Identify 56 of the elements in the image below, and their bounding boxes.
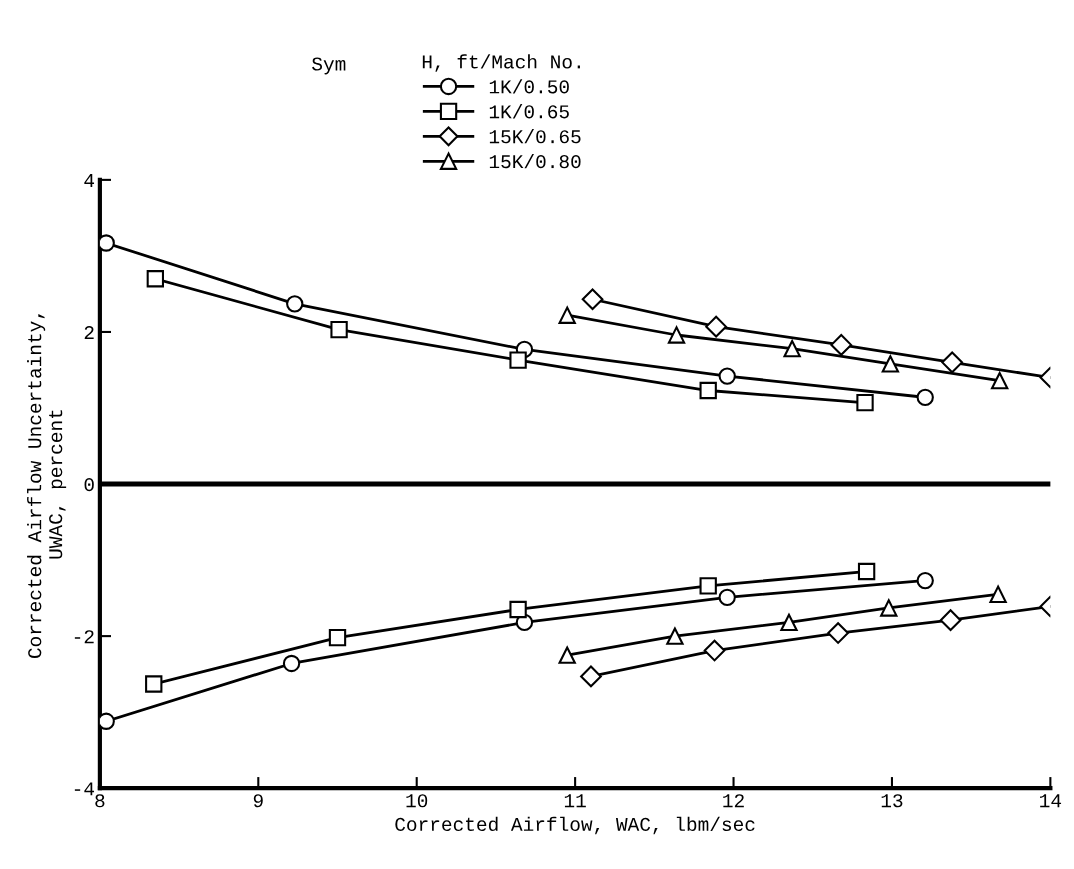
point (703, 639, 726, 662)
point (989, 585, 1007, 603)
point (705, 315, 727, 338)
x-tick-label: 14 (1040, 794, 1062, 808)
x-tick-label: 9 (253, 794, 263, 808)
point (99, 712, 115, 730)
legend-label: 15K/0.80 (489, 153, 581, 169)
y-tick-label: -2 (74, 630, 94, 644)
y-tick-label: 0 (84, 478, 94, 492)
y-tick-label: -4 (74, 782, 95, 796)
point (580, 665, 602, 688)
point (991, 371, 1009, 390)
point (939, 609, 962, 631)
point (780, 613, 798, 632)
point (699, 577, 717, 595)
legend-label: 1K/0.65 (489, 104, 569, 119)
point (916, 388, 934, 407)
point (718, 588, 736, 607)
legend-label: 15K/0.65 (489, 129, 581, 144)
x-tick-label: 11 (564, 794, 586, 808)
point (581, 288, 604, 311)
point (330, 321, 348, 339)
x-tick-label: 13 (881, 794, 903, 808)
text: Sym (312, 57, 346, 75)
x-axis-title: Corrected Airflow, WAC, lbm/sec (395, 816, 755, 835)
point (699, 381, 717, 400)
point (282, 654, 301, 673)
point (99, 234, 115, 252)
point (509, 351, 527, 369)
point (916, 571, 934, 590)
point (286, 295, 304, 313)
y-tick-label: 4 (84, 174, 95, 187)
point (718, 367, 736, 385)
point (509, 600, 527, 619)
point (558, 646, 576, 664)
point (667, 326, 686, 344)
y-tick-label: 2 (84, 326, 94, 339)
point (558, 306, 576, 324)
point (857, 562, 876, 581)
legend-label: 1K/0.50 (489, 79, 569, 94)
point (827, 622, 849, 644)
point (941, 351, 964, 374)
x-tick-label: 10 (406, 794, 428, 808)
legend-title: H, ft/Mach No. (422, 54, 580, 72)
point (666, 627, 684, 645)
point (783, 340, 801, 358)
point (146, 270, 165, 288)
point (145, 675, 163, 693)
x-tick-label: 8 (95, 794, 105, 808)
point (856, 393, 874, 412)
point (328, 628, 347, 647)
x-tick-label: 12 (723, 794, 744, 808)
point (830, 334, 853, 356)
point (881, 355, 900, 373)
y-axis-title: Corrected Airflow Uncertainty, UWAC, percent (27, 314, 67, 659)
point (880, 599, 898, 617)
